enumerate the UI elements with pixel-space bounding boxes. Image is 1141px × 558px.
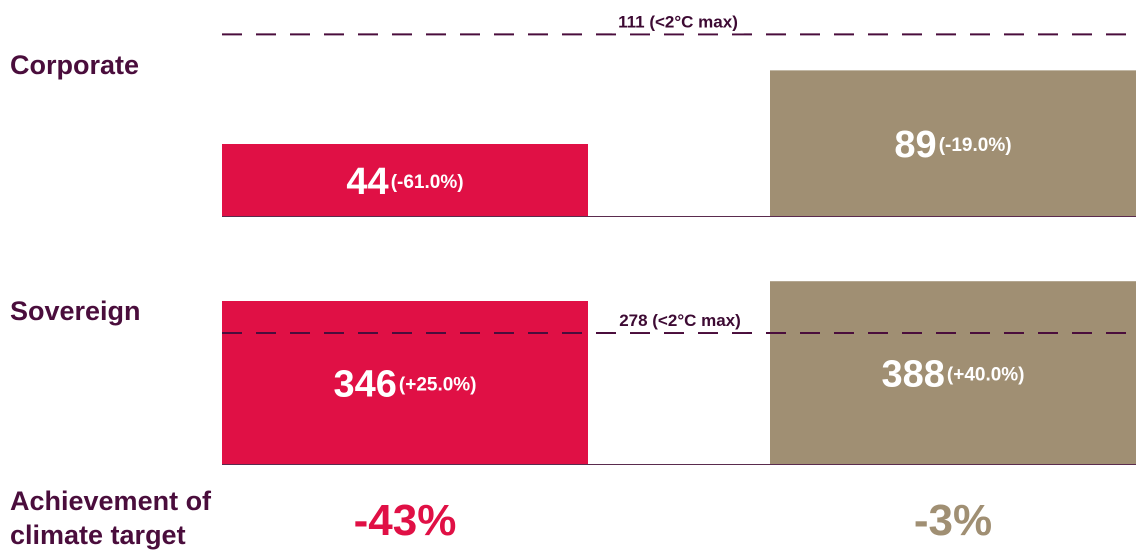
limit-label-background-sovereign: [613, 309, 747, 333]
bar-sovereign-series-1: [222, 301, 588, 464]
category-label-corporate: Corporate: [10, 50, 140, 80]
bar-sovereign-series-2: [770, 281, 1136, 464]
limit-label-background-corporate: [612, 10, 744, 34]
bar-value-label-sovereign-series-2: 388 (+40.0%): [881, 354, 1024, 396]
bar-corporate-series-1: [222, 144, 588, 216]
limit-label-sovereign: 278 (<2°C max): [619, 311, 741, 330]
category-label-sovereign: Sovereign: [10, 296, 141, 326]
bar-value-label-corporate-series-2: 89 (-19.0%): [894, 124, 1011, 166]
achievement-value-series-2: -3%: [913, 496, 993, 545]
achievement-label: Achievement of climate target: [10, 484, 211, 552]
bar-corporate-series-2: [770, 70, 1136, 216]
achievement-label-line-1: Achievement of: [10, 486, 212, 516]
bar-value-label-corporate-series-1: 44 (-61.0%): [346, 161, 463, 203]
achievement-value-series-1: -43%: [353, 496, 457, 545]
bar-value-label-sovereign-series-1: 346 (+25.0%): [333, 364, 476, 406]
limit-label-corporate: 111 (<2°C max): [618, 12, 738, 31]
achievement-label-line-2: climate target: [10, 520, 186, 550]
